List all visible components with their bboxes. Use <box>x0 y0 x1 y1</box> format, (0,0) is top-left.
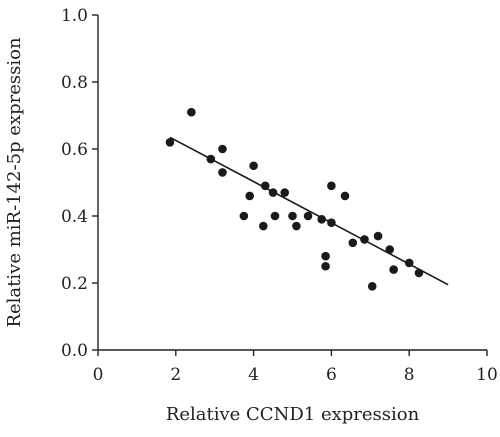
y-tick-label: 0.2 <box>61 274 88 294</box>
data-point <box>373 231 383 241</box>
data-point <box>218 168 227 177</box>
data-point <box>206 154 216 164</box>
data-point <box>245 191 255 201</box>
x-axis-title: Relative CCND1 expression <box>166 404 420 425</box>
data-point <box>327 181 336 191</box>
data-point <box>348 238 358 248</box>
y-tick-label: 0.4 <box>61 207 88 227</box>
data-point <box>268 188 278 197</box>
data-point <box>270 211 280 221</box>
data-point <box>367 282 377 291</box>
regression-line <box>169 136 449 286</box>
data-point <box>187 107 196 117</box>
data-point <box>259 221 268 231</box>
x-tick-label: 6 <box>326 365 337 385</box>
data-points <box>165 107 424 291</box>
y-axis-ticks: 0.0 0.2 0.4 0.6 0.8 1.0 <box>61 6 98 361</box>
data-point <box>317 215 326 224</box>
x-axis-ticks: 0 2 4 6 8 10 <box>93 350 498 385</box>
data-point <box>218 144 227 154</box>
data-point <box>321 251 330 261</box>
data-point <box>280 188 290 197</box>
y-axis-title: Relative miR-142-5p expression <box>4 37 25 327</box>
x-tick-label: 4 <box>248 365 259 385</box>
data-point <box>288 211 297 221</box>
data-point <box>404 258 414 268</box>
y-tick-label: 0.6 <box>61 140 88 160</box>
data-point <box>260 181 270 191</box>
x-tick-label: 10 <box>476 365 498 385</box>
data-point <box>327 218 336 227</box>
y-tick-label: 0.8 <box>61 73 88 93</box>
data-point <box>292 221 301 231</box>
data-point <box>414 268 424 278</box>
data-point <box>385 245 395 254</box>
data-point <box>389 265 398 274</box>
y-tick-label: 1.0 <box>61 6 88 26</box>
data-point <box>303 211 313 221</box>
x-tick-label: 8 <box>404 365 415 385</box>
x-tick-label: 2 <box>170 365 181 385</box>
x-tick-label: 0 <box>93 365 104 385</box>
data-point <box>165 138 175 147</box>
data-point <box>340 191 350 201</box>
data-point <box>321 261 330 271</box>
data-point <box>239 211 249 221</box>
axes <box>97 15 487 351</box>
data-point <box>360 235 369 244</box>
data-point <box>249 161 258 171</box>
y-tick-label: 0.0 <box>61 341 88 361</box>
